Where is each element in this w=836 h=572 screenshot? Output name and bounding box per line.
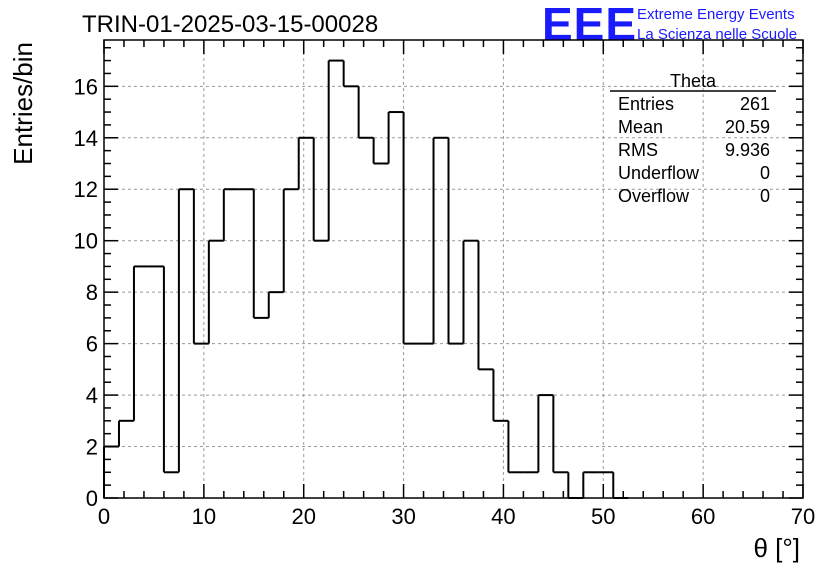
histogram-bars <box>103 59 629 499</box>
y-tick-label: 16 <box>74 74 98 99</box>
stats-box: Theta Entries 261 Mean 20.59 RMS 9.936 Underfl… <box>610 71 776 206</box>
stats-row-value: 0 <box>760 186 770 206</box>
x-tick-label: 30 <box>391 504 415 529</box>
stats-row-label: Entries <box>618 94 674 114</box>
x-tick-label: 60 <box>691 504 715 529</box>
logo-line-2: La Scienza nelle Scuole <box>637 26 797 43</box>
x-tick-label: 10 <box>192 504 216 529</box>
y-tick-label: 0 <box>86 486 98 511</box>
stats-title: Theta <box>670 71 717 91</box>
run-title: TRIN-01-2025-03-15-00028 <box>82 11 378 38</box>
stats-row-label: Mean <box>618 117 663 137</box>
x-tick-label: 70 <box>791 504 815 529</box>
plot-frame <box>103 39 804 499</box>
x-tick-labels: 0 10 20 30 40 50 60 70 <box>98 504 815 529</box>
stats-row-value: 261 <box>740 94 770 114</box>
y-axis-title: Entries/bin <box>8 42 38 165</box>
y-tick-label: 12 <box>74 177 98 202</box>
logo-mark: EEE <box>542 0 637 50</box>
y-tick-label: 14 <box>74 126 98 151</box>
y-tick-labels: 0 2 4 6 8 10 12 14 16 <box>74 74 98 511</box>
x-tick-label: 40 <box>491 504 515 529</box>
y-tick-label: 6 <box>86 332 98 357</box>
stats-row-value: 20.59 <box>725 117 770 137</box>
y-tick-label: 8 <box>86 280 98 305</box>
y-tick-label: 2 <box>86 435 98 460</box>
eee-logo: EEE Extreme Energy Events La Scienza nel… <box>542 0 797 50</box>
stats-row-label: Overflow <box>618 186 690 206</box>
axis-ticks <box>103 40 804 499</box>
stats-rows: Entries 261 Mean 20.59 RMS 9.936 Underflow 0 Ove… <box>618 94 770 206</box>
x-tick-label: 0 <box>98 504 110 529</box>
x-axis-title: θ [°] <box>753 533 800 563</box>
stats-row-value: 0 <box>760 163 770 183</box>
stats-row-label: Underflow <box>618 163 700 183</box>
stats-row-value: 9.936 <box>725 140 770 160</box>
y-tick-label: 10 <box>74 229 98 254</box>
logo-line-1: Extreme Energy Events <box>637 6 795 23</box>
y-tick-label: 4 <box>86 383 98 408</box>
x-tick-label: 20 <box>291 504 315 529</box>
x-tick-label: 50 <box>591 504 615 529</box>
stats-row-label: RMS <box>618 140 658 160</box>
